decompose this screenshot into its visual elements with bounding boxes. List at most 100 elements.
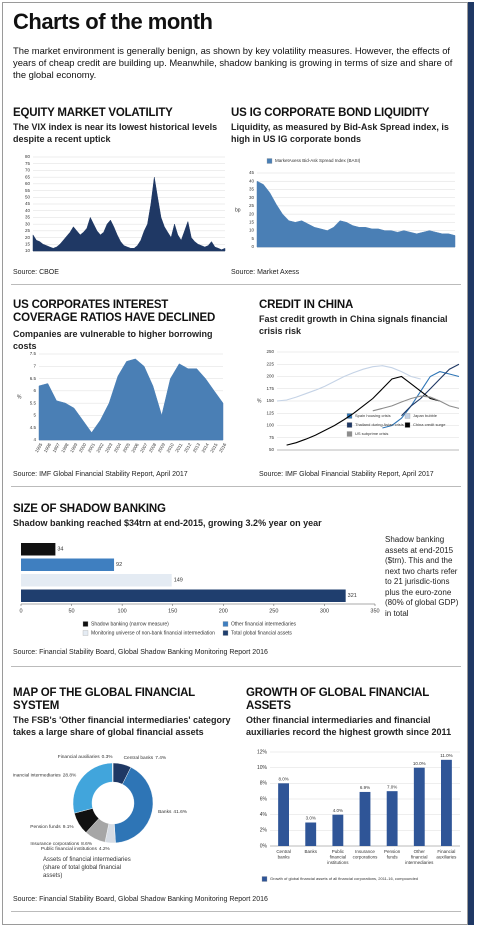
x-tick-label: 2010	[165, 442, 175, 454]
pie-slice	[114, 766, 154, 844]
x-tick-label: 2001	[87, 442, 97, 454]
x-tick-label: 2004	[113, 442, 123, 454]
page-title: Charts of the month	[13, 9, 213, 34]
section-title: GROWTH OF GLOBAL FINANCIAL ASSETS	[246, 687, 429, 712]
legend-swatch	[82, 621, 89, 627]
bar-value-label: 11.0%	[440, 753, 452, 758]
y-tick-label: 6%	[260, 796, 268, 802]
x-tick-label: 1997	[52, 442, 62, 454]
y-tick-label: 4	[33, 437, 36, 442]
bar	[21, 543, 56, 556]
section-title: EQUITY MARKET VOLATILITY	[13, 107, 173, 119]
x-tick-label: Insurance corporations	[353, 849, 379, 860]
x-tick-label: 1996	[43, 442, 53, 454]
x-tick-label: 2006	[130, 442, 140, 454]
legend-swatch	[222, 630, 229, 636]
y-tick-label: 6	[33, 388, 36, 393]
y-tick-label: 20	[249, 211, 255, 216]
line	[372, 395, 460, 412]
legend-label: Thailand during Asian crisis	[355, 422, 404, 427]
legend-swatch	[222, 621, 229, 627]
x-tick-label: 350	[370, 608, 379, 614]
legend-swatch	[82, 630, 89, 636]
slice-value-label: 9.1%	[63, 824, 75, 830]
y-tick-label: 6.5	[30, 376, 37, 381]
bar-value-label: 34	[57, 547, 63, 553]
legend-label: US subprime crisis	[355, 431, 388, 436]
slice-value-label: 8.6%	[81, 841, 93, 847]
y-tick-label: 15	[25, 241, 31, 246]
chart: Central banks 7.4% Banks 41.6% Public financ…	[13, 754, 188, 878]
bar-value-label: 3.0%	[306, 816, 316, 821]
section-subtitle: Fast credit growth in China signals fina…	[259, 314, 448, 336]
y-tick-label: 30	[25, 221, 31, 226]
section-subtitle: The VIX index is near its lowest histori…	[13, 122, 218, 144]
bar	[441, 759, 452, 846]
slice-value-label: 7.4%	[155, 756, 167, 762]
source: Source: Financial Stability Board, Globa…	[13, 649, 268, 656]
legend-label: Spain housing crisis	[355, 413, 391, 418]
section-subtitle: Shadow banking reached $34trn at end-201…	[13, 518, 322, 528]
slice-label: Pension funds 9.1%	[30, 824, 74, 830]
area	[38, 358, 224, 441]
y-tick-label: 5	[33, 413, 36, 418]
x-tick-label: 2005	[122, 442, 132, 454]
y-tick-label: 15	[249, 220, 255, 225]
section-subtitle: The FSB's 'Other financial intermediarie…	[13, 715, 231, 737]
x-tick-label: Pension funds	[384, 849, 401, 860]
x-tick-label: 250	[269, 608, 278, 614]
bar	[359, 791, 371, 846]
slice-value-label: 0.3%	[102, 754, 114, 760]
legend-swatch	[404, 413, 411, 419]
y-tick-label: 75	[25, 161, 31, 166]
y-tick-label: 55	[25, 188, 31, 193]
x-tick-label: Central banks	[276, 849, 291, 860]
section-subtitle: Companies are vulnerable to higher borro…	[13, 329, 213, 351]
y-tick-label: 4%	[260, 812, 268, 818]
y-tick-label: 250	[266, 349, 274, 354]
source: Source: IMF Global Financial Stability R…	[13, 471, 188, 478]
slice-category: Other financial intermediaries	[13, 773, 61, 779]
chart: 50 75 100 125 150 175 200 225 250% Spain housing …	[257, 349, 460, 452]
y-tick-label: 0%	[260, 843, 268, 849]
x-tick-label: 0	[19, 608, 22, 614]
y-tick-label: 45	[249, 170, 255, 175]
separator	[11, 486, 461, 487]
pie-slice	[112, 762, 114, 783]
separator	[11, 911, 461, 912]
x-tick-label: 2016	[218, 442, 228, 454]
x-tick-label: Banks	[304, 849, 317, 854]
slice-label: Banks 41.6%	[158, 809, 188, 815]
legend-label: China credit surge	[413, 422, 446, 427]
y-tick-label: 50	[25, 194, 31, 199]
section-subtitle: Liquidity, as measured by Bid-Ask Spread…	[231, 122, 449, 144]
y-tick-label: 100	[266, 423, 274, 428]
section-title: SIZE OF SHADOW BANKING	[13, 503, 166, 515]
section-title: US CORPORATES INTEREST COVERAGE RATIOS H…	[13, 299, 216, 324]
infographic: Charts of the month The market environme…	[2, 2, 468, 925]
slice-value-label: 4.2%	[99, 846, 111, 852]
y-tick-label: 20	[25, 235, 31, 240]
bar-value-label: 4.0%	[333, 808, 343, 813]
y-tick-label: 225	[266, 361, 274, 366]
x-tick-label: 1999	[69, 442, 79, 454]
slice-label: Insurance corporations 8.6%	[30, 841, 92, 847]
legend-swatch	[346, 422, 353, 428]
slice-value-label: 28.8%	[63, 773, 77, 779]
y-tick-label: 65	[25, 174, 31, 179]
bar-value-label: 8.0%	[278, 777, 288, 782]
slice-category: Pension funds	[30, 824, 61, 830]
slice-category: Banks	[158, 809, 172, 815]
pie-slice	[72, 762, 113, 814]
y-axis-label: bp	[235, 207, 241, 213]
x-tick-label: 2002	[95, 442, 105, 454]
bar-value-label: 6.9%	[360, 785, 370, 790]
source: Source: CBOE	[13, 269, 59, 276]
area	[32, 177, 226, 252]
source: Source: IMF Global Financial Stability R…	[259, 471, 434, 478]
chart: 0 5 10 15 20 25 30 35 40 45 bp MarketAxess Bid-Ask …	[235, 158, 456, 249]
slice-label: Central banks 7.4%	[124, 756, 167, 762]
bar	[413, 767, 425, 846]
